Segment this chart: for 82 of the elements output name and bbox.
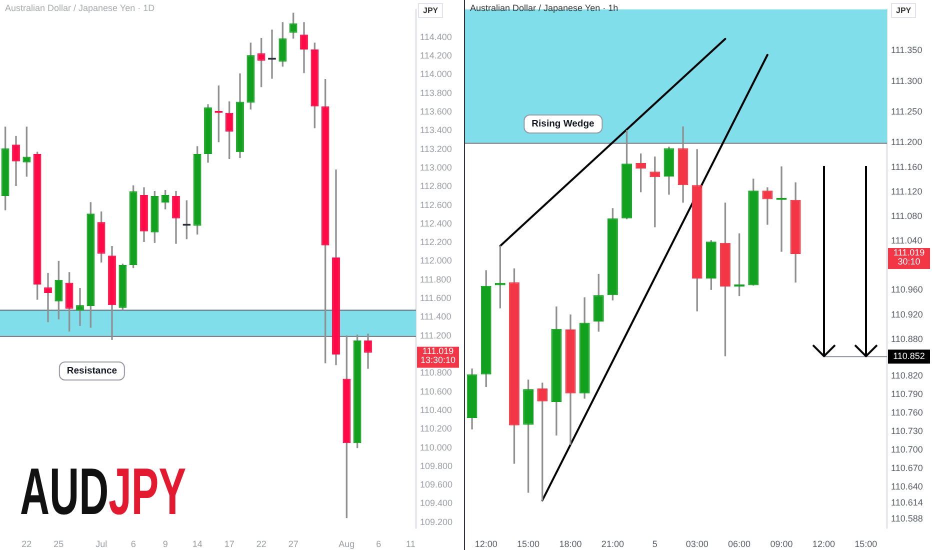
y-tick-label: 112.000: [420, 256, 452, 266]
y-axis-title: JPY: [418, 3, 444, 18]
y-tick-label: 109.600: [420, 480, 453, 490]
y-tick-label: 111.080: [891, 210, 922, 221]
x-tick-label: 17: [224, 538, 234, 549]
y-tick-label: 111.800: [420, 274, 452, 284]
y-tick-label: 113.600: [420, 106, 452, 116]
y-tick-label: 112.400: [420, 218, 452, 228]
y-tick-label: 111.600: [420, 293, 452, 304]
y-tick-label: 113.800: [420, 88, 452, 98]
x-tick-label: 27: [288, 538, 298, 549]
x-tick-label: 21:00: [601, 538, 624, 549]
y-tick-label: 114.400: [420, 32, 452, 42]
y-tick-label: 110.670: [891, 462, 923, 473]
candlestick: [44, 273, 52, 322]
x-tick-label: 09:00: [770, 538, 793, 549]
x-tick-label: Aug: [338, 538, 355, 549]
y-tick-label: 110.400: [420, 404, 452, 415]
y-tick-label: 110.640: [891, 481, 923, 492]
y-tick-label: 113.000: [420, 162, 452, 172]
y-tick-label: 110.588: [891, 513, 923, 524]
y-tick-label: 111.350: [891, 45, 922, 56]
y-tick-label: 109.800: [420, 460, 453, 471]
x-tick-label: 6: [376, 538, 382, 549]
text: 13:30:10: [420, 355, 456, 366]
y-tick-label: 111.120: [891, 186, 922, 196]
x-tick-label: 9: [162, 538, 168, 549]
y-tick-label: 110.000: [420, 442, 452, 452]
y-tick-label: 112.600: [420, 200, 452, 210]
y-tick-label: 111.040: [891, 236, 922, 246]
y-tick-label: 110.820: [891, 370, 923, 381]
y-tick-label: 110.760: [891, 408, 923, 418]
candlestick: [762, 187, 773, 225]
x-tick-label: Jul: [96, 538, 108, 549]
x-tick-label: 15:00: [854, 538, 878, 549]
y-tick-label: 110.880: [891, 334, 923, 344]
annotation: Resistance: [58, 362, 126, 380]
x-tick-label: 06:00: [728, 538, 751, 549]
y-tick-label: 110.960: [891, 284, 923, 295]
x-tick-label: 12:00: [812, 538, 835, 549]
y-tick-label: 110.700: [891, 444, 923, 454]
y-tick-label: 111.160: [891, 162, 922, 172]
x-tick-label: 18:00: [559, 538, 582, 549]
x-tick-label: 6: [130, 538, 136, 549]
y-tick-label: 109.400: [420, 498, 453, 508]
y-tick-label: 110.600: [420, 386, 452, 396]
y-tick-label: 111.250: [891, 106, 922, 116]
y-tick-label: 113.400: [420, 125, 452, 136]
y-tick-label: 111.300: [891, 76, 922, 86]
ref-line-label: 110.852: [893, 351, 925, 362]
x-tick-label: 14: [192, 538, 202, 549]
y-tick-label: 114.200: [420, 50, 452, 61]
candlestick: [76, 288, 84, 326]
x-tick-label: 15:00: [517, 538, 540, 549]
y-tick-label: 114.000: [420, 69, 452, 80]
y-tick-label: 111.400: [420, 312, 452, 322]
chart-title: Australian Dollar / Japanese Yen · 1D: [5, 3, 155, 13]
text: 111.019: [893, 247, 925, 258]
y-tick-label: 110.920: [891, 309, 923, 320]
x-tick-label: 11: [406, 538, 416, 549]
x-tick-label: 25: [54, 538, 64, 549]
x-tick-label: 03:00: [686, 538, 708, 549]
y-tick-label: 110.200: [420, 424, 452, 434]
y-tick-label: 110.614: [891, 497, 923, 508]
x-tick-label: 22: [256, 538, 266, 549]
y-tick-label: 111.200: [891, 137, 922, 148]
y-tick-label: 110.790: [891, 389, 923, 400]
y-tick-label: 109.200: [420, 516, 453, 527]
x-tick-label: 5: [652, 538, 658, 549]
annotation: AUDJPY: [20, 454, 186, 528]
y-tick-label: 113.200: [420, 144, 452, 154]
y-tick-label: 112.200: [420, 237, 452, 248]
text: 30:10: [898, 256, 920, 266]
x-tick-label: 22: [22, 538, 32, 549]
y-tick-label: 111.200: [420, 330, 452, 340]
text: 111.019: [422, 346, 454, 356]
y-tick-label: 110.800: [420, 368, 452, 378]
y-tick-label: 112.800: [420, 181, 452, 192]
y-tick-label: 110.730: [891, 426, 923, 436]
annotation: Rising Wedge: [524, 114, 602, 134]
x-tick-label: 12:00: [474, 538, 498, 549]
y-axis-title: JPY: [891, 3, 916, 18]
